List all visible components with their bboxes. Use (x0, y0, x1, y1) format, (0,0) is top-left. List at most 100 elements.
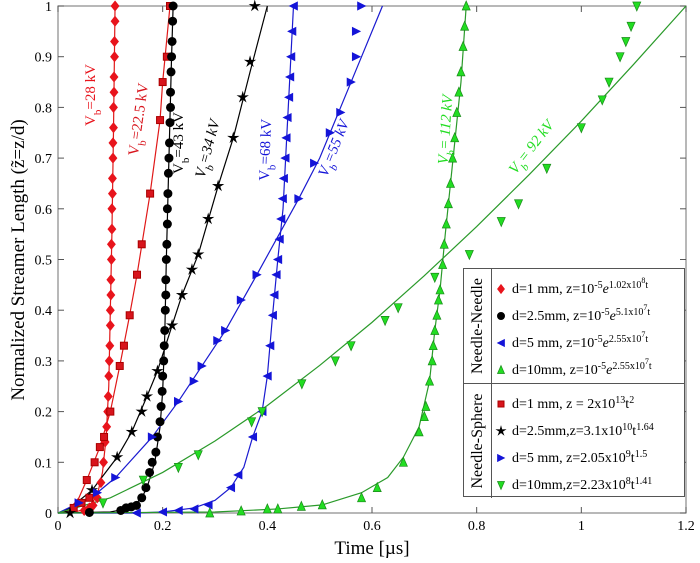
data-point-tri-right (74, 498, 84, 508)
data-point-tri-right (252, 270, 262, 280)
legend-text: e (609, 309, 616, 324)
data-point-square (106, 407, 115, 416)
legend-text: -5 (601, 307, 610, 318)
data-point-tri-down (380, 315, 390, 327)
data-point-tri-down (597, 95, 607, 106)
data-point-circle (162, 239, 172, 249)
y-tick-label: 0.4 (35, 304, 53, 319)
data-point-square (146, 189, 155, 198)
legend-text: d=1 mm, z = 2x10 (512, 397, 616, 412)
data-point-tri-left (189, 504, 199, 514)
data-point-diamond (107, 223, 117, 235)
legend-marker-tri-up-icon (496, 364, 506, 374)
data-point-tri-down (98, 498, 108, 509)
data-point-square (119, 341, 128, 350)
data-point-tri-left (131, 508, 141, 518)
data-point-diamond (106, 253, 116, 266)
legend-marker (497, 400, 505, 408)
data-point-diamond (110, 0, 120, 12)
data-point-tri-up (445, 177, 456, 188)
data-point-tri-down (330, 356, 340, 367)
data-point-tri-left (233, 470, 243, 480)
data-point-diamond (103, 390, 113, 402)
data-point-tri-up (435, 284, 445, 295)
legend-text: 7 (644, 357, 649, 366)
data-point-tri-up (372, 481, 382, 492)
data-point-square (85, 493, 94, 502)
legend-marker-tri-right-icon (497, 453, 506, 463)
label-sub: b (136, 139, 149, 147)
data-point-circle (141, 483, 151, 493)
data-point-circle (165, 118, 175, 128)
series-label: Vb=34 kV (193, 116, 229, 181)
data-point-square (100, 432, 109, 441)
data-point-star (192, 247, 205, 260)
data-point-tri-up (273, 503, 283, 514)
data-point-tri-up (456, 66, 466, 77)
data-point-diamond (108, 137, 118, 149)
data-point-circle (157, 386, 167, 396)
label-sub: b (180, 157, 192, 163)
data-point-tri-left (203, 500, 213, 510)
data-point-tri-down (430, 272, 440, 284)
data-point-diamond (110, 15, 120, 27)
legend-group-title-text: Needle-Sphere (468, 393, 486, 489)
legend-text: t (648, 361, 652, 372)
data-point-tri-down (138, 475, 148, 486)
x-tick-label: 0.6 (363, 519, 381, 534)
data-point-tri-up (419, 410, 429, 422)
legend-entry: d=5 mm, z=2.05x10 9 t 1.5 (494, 441, 647, 467)
data-point-diamond (107, 188, 117, 200)
data-point-circle (164, 153, 174, 163)
legend-marker-square-icon (497, 400, 505, 408)
y-tick-label: 0.2 (35, 406, 53, 421)
data-point-tri-right (92, 488, 103, 498)
data-point-star (151, 364, 164, 377)
data-point-square (133, 270, 142, 279)
x-tick-label: 0.8 (468, 519, 486, 534)
data-point-circle (132, 500, 141, 510)
series-label: Vb=28 kV (83, 64, 104, 126)
legend-text: 13 (615, 395, 626, 406)
data-point-tri-up (448, 152, 458, 163)
data-point-circle (166, 87, 176, 97)
y-tick-label: 0.5 (35, 254, 53, 269)
data-point-tri-down (513, 199, 524, 210)
data-point-tri-up (438, 258, 448, 269)
legend-text: e (602, 336, 609, 351)
data-point-tri-right (351, 26, 362, 36)
data-point-diamond (96, 477, 106, 489)
y-tick-label: 0.3 (35, 355, 53, 370)
label-v: V (126, 144, 143, 157)
data-point-tri-up (205, 507, 215, 518)
data-point-square (125, 311, 134, 320)
y-tick-label: 0.6 (35, 203, 53, 218)
series-label: Vb= 112 kV (436, 93, 462, 166)
data-point-tri-left (271, 270, 281, 280)
data-point-diamond (107, 172, 117, 184)
data-point-tri-left (267, 310, 277, 320)
legend-text: 1.5 (634, 449, 648, 460)
y-tick-label: 1 (45, 0, 52, 15)
legend-marker-circle-icon (497, 312, 505, 320)
legend-group-title: Needle-Needle (464, 269, 492, 383)
x-axis-label: Time [µs] (334, 538, 409, 559)
data-point-star (135, 405, 148, 417)
legend-marker-diamond-icon (497, 283, 505, 295)
y-tick-label: 0.8 (35, 101, 53, 116)
data-point-tri-up (398, 456, 408, 467)
data-point-star (236, 90, 249, 103)
data-point-tri-right (174, 396, 184, 407)
legend-entry: d=2.5mm, z=10 -5 e 5.1x10 7 t (494, 299, 650, 325)
data-point-circle (155, 417, 165, 427)
data-point-circle (137, 493, 147, 503)
legend-text: d=1 mm, z=10 (512, 282, 595, 297)
data-point-star (63, 506, 77, 519)
label-v: V (83, 115, 99, 126)
legend-group-title-text: Needle-Needle (468, 278, 486, 374)
legend-group: Needle-Needle d=1 mm, z=10 -5 e 1.02x10 8 t d=2… (464, 269, 684, 383)
legend-text: 2.55x10 (608, 334, 642, 345)
data-point-star (185, 263, 199, 275)
data-point-tri-down (393, 303, 403, 314)
data-point-diamond (110, 51, 119, 63)
